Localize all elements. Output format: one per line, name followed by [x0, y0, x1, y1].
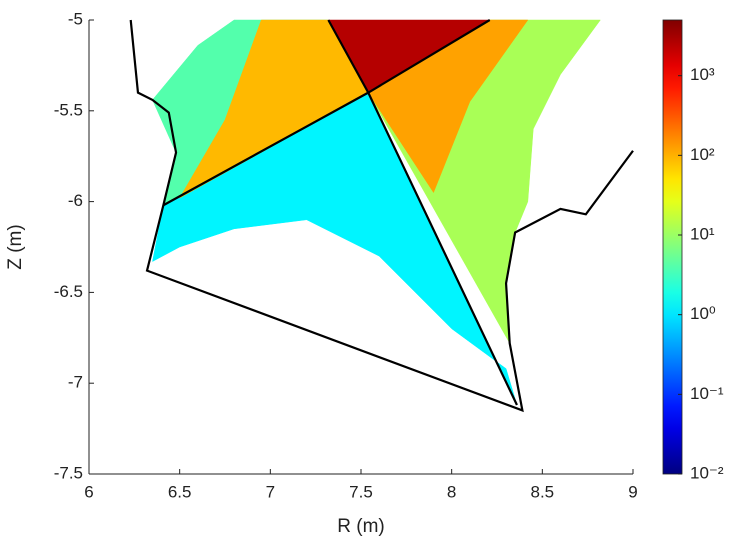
x-tick-label: 7 — [266, 482, 275, 501]
x-tick-label: 8 — [447, 482, 456, 501]
colorbar-tick-label: 10¹ — [690, 224, 715, 243]
colorbar — [662, 19, 683, 475]
y-axis-title: Z (m) — [5, 224, 26, 269]
x-tick-label: 9 — [628, 482, 637, 501]
colorbar-tick-label: 10³ — [690, 65, 715, 84]
colorbar-tick-label: 10⁻¹ — [690, 384, 724, 403]
wall-line — [327, 19, 518, 406]
y-tick-label: -7.5 — [54, 463, 83, 482]
x-tick-label: 7.5 — [349, 482, 373, 501]
y-tick-label: -5.5 — [54, 100, 83, 119]
colorbar-tick-label: 10⁻² — [690, 463, 724, 482]
y-tick-label: -5 — [68, 9, 83, 28]
x-tick-label: 8.5 — [531, 482, 555, 501]
wall-line — [129, 19, 634, 413]
y-tick-label: -6 — [68, 191, 83, 210]
x-axis-title: R (m) — [337, 516, 384, 537]
y-tick-label: -6.5 — [54, 282, 83, 301]
colorbar-tick-label: 10² — [690, 145, 715, 164]
y-tick-label: -7 — [68, 373, 83, 392]
plot-area — [129, 19, 634, 413]
colorbar-tick-label: 10⁰ — [690, 304, 716, 323]
x-tick-label: 6 — [84, 482, 93, 501]
x-tick-label: 6.5 — [168, 482, 192, 501]
